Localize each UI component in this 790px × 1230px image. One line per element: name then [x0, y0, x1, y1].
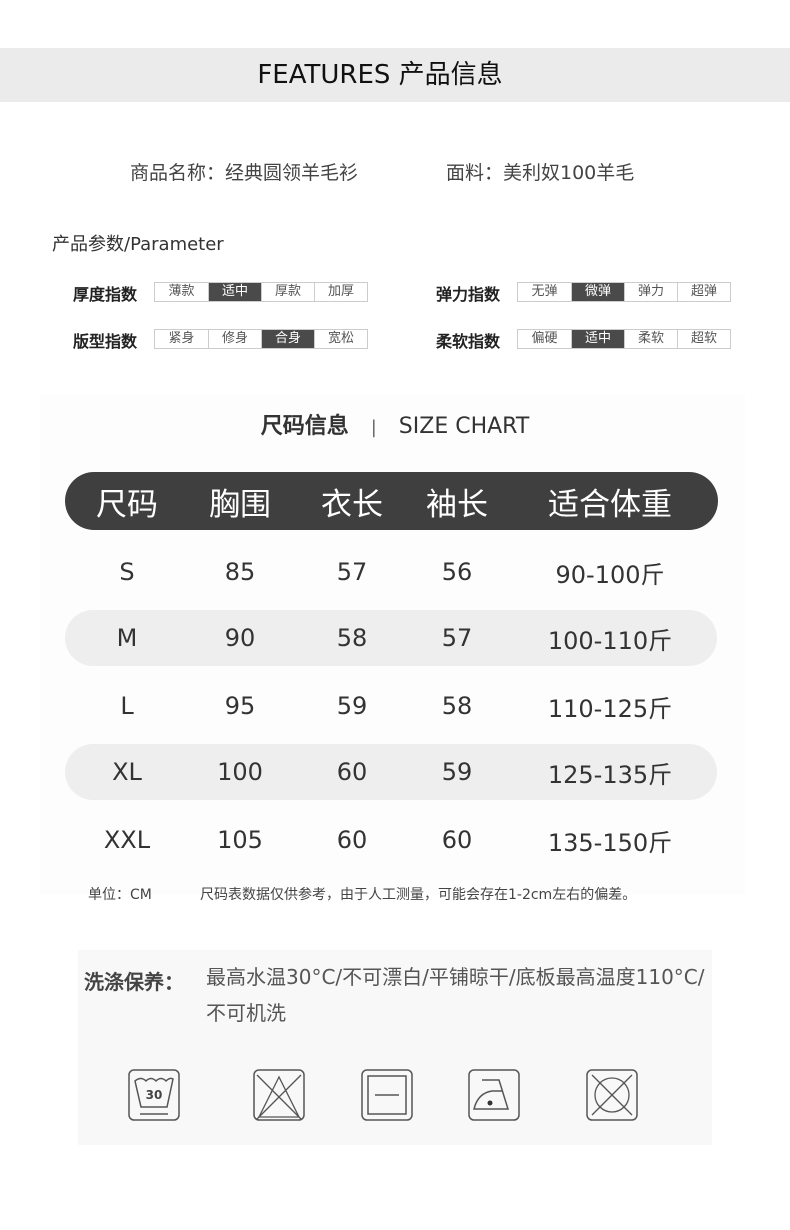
table-row: M 90 58 57 100-110斤 [65, 610, 717, 666]
param-option: 紧身 [168, 331, 195, 346]
param-label: 柔软指数 [436, 332, 501, 351]
care-label: 洗涤保养： [84, 970, 184, 994]
param-label: 弹力指数 [436, 285, 501, 304]
table-cell: M [116, 624, 138, 652]
product-name: 商品名称：经典圆领羊毛衫 [130, 162, 359, 184]
param-options: 薄款 适中 厚款 加厚 [154, 282, 368, 302]
table-cell: 58 [441, 692, 473, 720]
param-option: 无弹 [531, 284, 558, 299]
param-option: 厚款 [261, 283, 314, 301]
param-label: 版型指数 [73, 332, 138, 351]
table-row: S 85 57 56 90-100斤 [65, 544, 717, 600]
header-band [0, 48, 790, 102]
param-options: 无弹 微弹 弹力 超弹 [517, 282, 731, 302]
table-cell: 135-150斤 [547, 828, 673, 857]
param-option: 薄款 [168, 284, 195, 299]
param-option: 超软 [677, 330, 730, 348]
table-cell: 105 [217, 826, 263, 854]
param-options: 紧身 修身 合身 宽松 [154, 329, 368, 349]
column-header: 衣长 [321, 486, 383, 523]
table-cell: 90-100斤 [555, 560, 665, 589]
param-option: 修身 [208, 330, 261, 348]
product-fabric: 面料：美利奴100羊毛 [446, 162, 635, 184]
size-chart-title-en: SIZE CHART [398, 414, 530, 439]
table-row: L 95 59 58 110-125斤 [65, 678, 717, 734]
param-option: 适中 [208, 283, 261, 301]
no-bleach-icon [253, 1069, 305, 1121]
table-row: XXL 105 60 60 135-150斤 [65, 812, 717, 868]
table-cell: 60 [336, 826, 368, 854]
column-header: 适合体重 [548, 486, 672, 523]
column-header: 胸围 [209, 486, 271, 523]
table-cell: XL [112, 758, 142, 786]
table-row: XL 100 60 59 125-135斤 [65, 744, 717, 800]
iron-110-icon [468, 1069, 520, 1121]
measurement-note: 尺码表数据仅供参考，由于人工测量，可能会存在1-2cm左右的偏差。 [200, 887, 637, 903]
table-cell: 59 [336, 692, 368, 720]
table-cell: 60 [441, 826, 473, 854]
param-option: 弹力 [624, 283, 677, 301]
param-label: 厚度指数 [73, 285, 138, 304]
table-cell: 95 [224, 692, 256, 720]
table-cell: 85 [224, 558, 256, 586]
dry-flat-icon [361, 1069, 413, 1121]
table-cell: L [120, 692, 134, 720]
column-header: 尺码 [96, 486, 158, 523]
page-title: FEATURES 产品信息 [257, 60, 503, 90]
size-chart-title-cn: 尺码信息 [260, 414, 349, 439]
column-header: 袖长 [426, 486, 488, 523]
param-option: 微弹 [571, 283, 624, 301]
param-option: 合身 [261, 330, 314, 348]
param-option: 加厚 [314, 283, 367, 301]
table-cell: 100-110斤 [547, 626, 673, 655]
size-chart-heading: 尺码信息 | SIZE CHART [0, 408, 790, 440]
table-cell: 125-135斤 [547, 760, 673, 789]
param-options: 偏硬 适中 柔软 超软 [517, 329, 731, 349]
size-table-header: 尺码 胸围 衣长 袖长 适合体重 [65, 472, 718, 530]
table-cell: 59 [441, 758, 473, 786]
table-cell: 58 [336, 624, 368, 652]
table-cell: 110-125斤 [547, 694, 673, 723]
table-cell: XXL [103, 826, 151, 854]
unit-note: 单位：CM [88, 887, 152, 903]
param-option: 宽松 [314, 330, 367, 348]
wash-temp-label: 30 [146, 1088, 163, 1102]
table-cell: 56 [441, 558, 473, 586]
parameters-title: 产品参数/Parameter [52, 234, 224, 255]
care-text: 最高水温30°C/不可漂白/平铺晾干/底板最高温度110°C/不可机洗 [206, 965, 705, 1025]
param-option: 柔软 [624, 330, 677, 348]
table-cell: 100 [217, 758, 263, 786]
table-cell: 57 [336, 558, 368, 586]
no-tumble-dry-icon [586, 1069, 638, 1121]
table-cell: 90 [224, 624, 256, 652]
table-cell: S [119, 558, 135, 586]
separator: | [370, 417, 377, 438]
table-cell: 60 [336, 758, 368, 786]
wash-30-icon: 30 [128, 1069, 180, 1121]
param-option: 超弹 [677, 283, 730, 301]
param-option: 适中 [571, 330, 624, 348]
care-section [78, 950, 712, 1145]
table-cell: 57 [441, 624, 473, 652]
param-option: 偏硬 [531, 331, 558, 346]
